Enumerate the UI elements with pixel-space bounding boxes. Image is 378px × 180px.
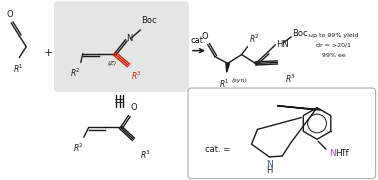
Text: N: N [127, 34, 133, 43]
Text: Boc: Boc [141, 16, 157, 25]
Text: cat.: cat. [190, 36, 206, 45]
Text: O: O [201, 32, 208, 41]
Text: H: H [266, 166, 273, 175]
Text: (syn): (syn) [232, 78, 248, 83]
Text: $R^3$: $R^3$ [140, 149, 151, 161]
Text: $R^1$: $R^1$ [13, 62, 24, 75]
Polygon shape [226, 63, 229, 72]
Text: (Z): (Z) [108, 61, 117, 66]
Text: cat. =: cat. = [205, 145, 230, 154]
FancyBboxPatch shape [54, 1, 189, 92]
Text: dr = >20/1: dr = >20/1 [316, 43, 352, 48]
Text: $R^1$: $R^1$ [219, 77, 230, 90]
Text: $R^2$: $R^2$ [70, 66, 81, 79]
Text: Boc: Boc [292, 29, 308, 38]
Text: $R^3$: $R^3$ [285, 72, 296, 85]
Text: N: N [329, 150, 336, 159]
Text: 99% ee: 99% ee [322, 53, 346, 58]
Text: =: = [113, 95, 124, 108]
Text: up to 99% yield: up to 99% yield [309, 33, 359, 38]
Text: HN: HN [276, 40, 289, 49]
Text: O: O [6, 10, 12, 19]
Text: O: O [130, 103, 137, 112]
Text: $R^2$: $R^2$ [249, 32, 259, 45]
Polygon shape [277, 106, 321, 110]
Text: $R^3$: $R^3$ [132, 69, 143, 82]
Text: $R^2$: $R^2$ [73, 141, 84, 154]
Text: +: + [43, 48, 53, 58]
Text: H: H [335, 150, 342, 159]
FancyBboxPatch shape [188, 88, 376, 179]
Text: Tf: Tf [340, 150, 349, 159]
Text: N: N [266, 160, 273, 169]
